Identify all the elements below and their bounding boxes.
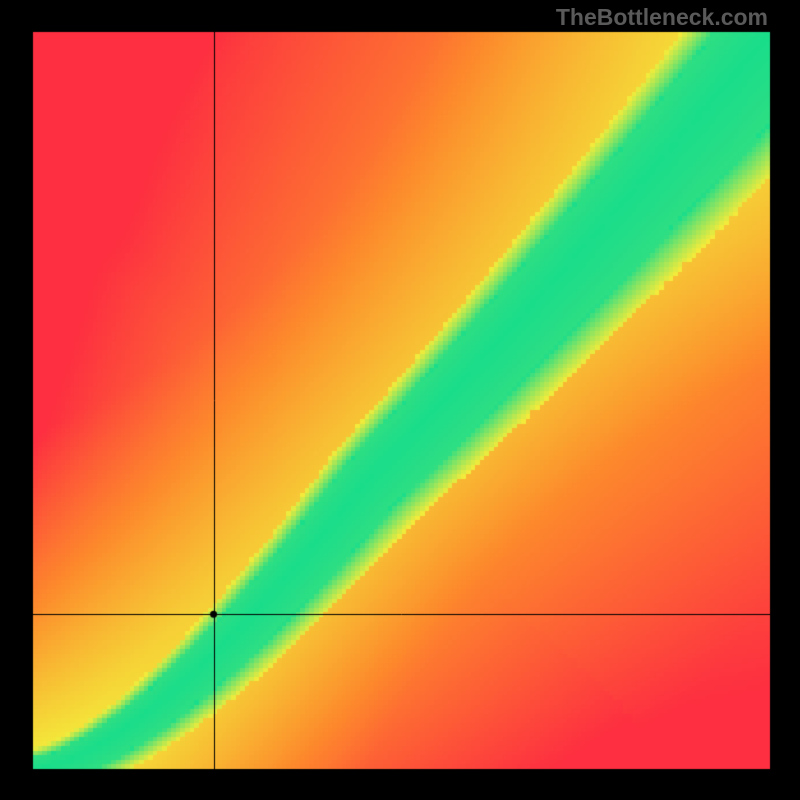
chart-container: TheBottleneck.com	[0, 0, 800, 800]
bottleneck-heatmap	[0, 0, 800, 800]
watermark-text: TheBottleneck.com	[556, 4, 768, 31]
